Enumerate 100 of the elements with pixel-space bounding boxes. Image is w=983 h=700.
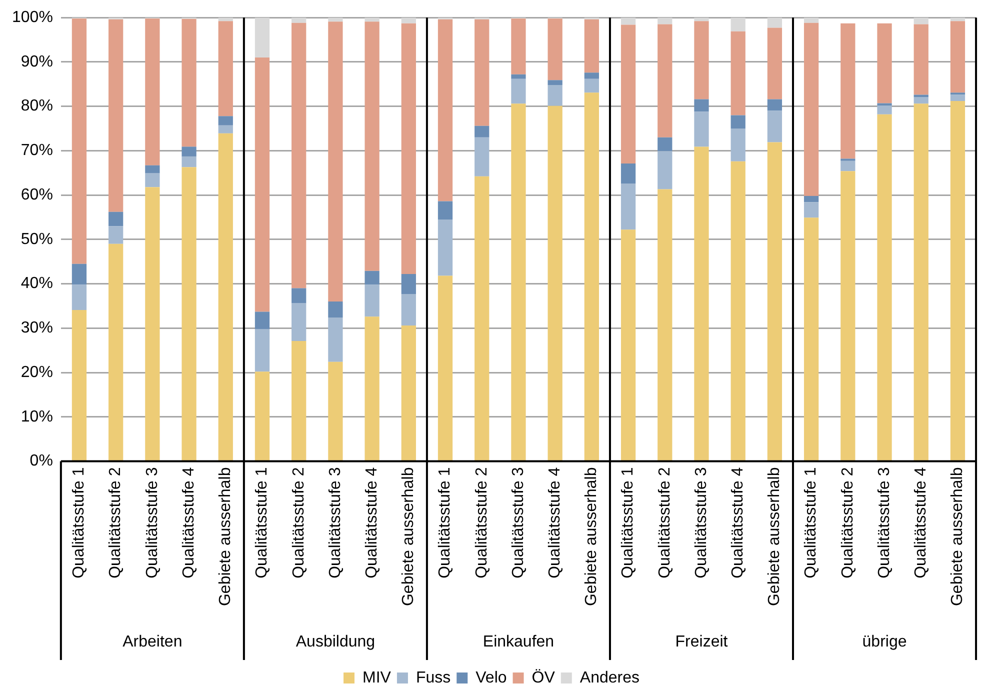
legend-label: MIV xyxy=(362,669,392,686)
bar xyxy=(145,165,160,174)
x-tick-label: Qualitätsstufe 4 xyxy=(912,467,930,578)
bar xyxy=(658,151,672,190)
legend-label: Anderes xyxy=(580,669,640,686)
bar xyxy=(254,58,270,312)
bar xyxy=(658,18,672,24)
x-tick-label: Qualitätsstufe 2 xyxy=(290,467,308,578)
bar xyxy=(548,106,562,460)
bar xyxy=(72,264,87,285)
bar xyxy=(840,160,856,172)
bar xyxy=(804,22,819,196)
bar xyxy=(108,226,124,244)
bar xyxy=(658,24,672,138)
bar xyxy=(108,244,124,460)
x-tick-label: Qualitätsstufe 3 xyxy=(144,467,161,578)
y-tick-label: 50% xyxy=(20,230,53,248)
bar xyxy=(438,219,453,276)
bar xyxy=(694,112,709,147)
bar xyxy=(328,22,343,302)
bar xyxy=(182,156,196,168)
bar xyxy=(401,274,416,294)
bar xyxy=(182,18,196,147)
x-tick-label: Qualitätsstufe 2 xyxy=(656,467,674,578)
x-tick-label: Gebiete ausserhalb xyxy=(583,467,600,606)
x-tick-label: Qualitätsstufe 4 xyxy=(180,467,198,578)
bar xyxy=(218,133,233,460)
bar xyxy=(401,23,416,274)
bar xyxy=(914,18,928,24)
x-tick-label: Qualitätsstufe 3 xyxy=(692,467,710,578)
bar xyxy=(511,74,526,79)
bar xyxy=(694,21,709,100)
bar xyxy=(511,104,526,460)
bar xyxy=(328,18,343,22)
y-tick-label: 20% xyxy=(20,364,53,381)
bar xyxy=(950,101,966,460)
x-tick-label: Gebiete ausserhalb xyxy=(400,467,418,606)
y-tick-label: 80% xyxy=(20,98,53,115)
bar xyxy=(254,372,270,460)
x-tick-label: Qualitätsstufe 1 xyxy=(620,467,637,578)
bar xyxy=(730,128,746,162)
bar xyxy=(767,99,782,111)
bar xyxy=(474,137,490,176)
bar xyxy=(804,218,819,460)
bar xyxy=(401,294,416,326)
bar xyxy=(328,318,343,362)
bar xyxy=(877,114,892,460)
bar xyxy=(730,31,746,116)
bar xyxy=(877,23,892,104)
y-tick-label: 70% xyxy=(20,142,53,160)
bar xyxy=(292,288,306,304)
bar xyxy=(292,341,306,460)
bar xyxy=(730,18,746,32)
bar xyxy=(548,18,562,80)
x-tick-label: Gebiete ausserhalb xyxy=(766,467,784,606)
x-tick-label: Qualitätsstufe 1 xyxy=(436,467,454,578)
bar xyxy=(620,184,636,230)
legend-label: Velo xyxy=(476,669,507,686)
legend-label: ÖV xyxy=(532,668,556,686)
bar xyxy=(292,18,306,23)
x-tick-label: Qualitätsstufe 3 xyxy=(326,467,344,578)
bar xyxy=(620,18,636,25)
bar xyxy=(658,137,672,152)
bar xyxy=(108,212,124,226)
bar xyxy=(767,28,782,100)
bar xyxy=(72,284,87,310)
bar xyxy=(401,18,416,24)
text: Arbeiten xyxy=(122,633,182,650)
x-tick-label: Qualitätsstufe 2 xyxy=(107,467,124,578)
bar xyxy=(584,78,599,93)
bar xyxy=(914,104,928,460)
y-tick-label: 10% xyxy=(20,408,53,426)
text: Einkaufen xyxy=(482,633,554,650)
bar xyxy=(767,142,782,460)
bar xyxy=(364,284,380,317)
bar xyxy=(474,176,490,460)
bar xyxy=(328,302,343,318)
bar xyxy=(584,92,599,460)
bar xyxy=(511,78,526,104)
bar xyxy=(730,115,746,129)
bar xyxy=(840,171,856,460)
bar xyxy=(767,110,782,142)
bar xyxy=(694,146,709,460)
bar xyxy=(254,18,270,58)
bar xyxy=(108,19,124,212)
bar xyxy=(840,23,856,159)
bar xyxy=(877,105,892,114)
x-tick-label: Qualitätsstufe 1 xyxy=(70,467,88,578)
bar xyxy=(694,99,709,112)
bar xyxy=(804,18,819,23)
bar xyxy=(72,310,87,460)
text: übrige xyxy=(862,633,907,650)
y-tick-label: 0% xyxy=(30,452,53,470)
bar xyxy=(145,173,160,188)
x-tick-label: Qualitätsstufe 3 xyxy=(510,467,527,578)
y-tick-label: 90% xyxy=(20,53,53,70)
bar xyxy=(474,19,490,126)
y-tick-label: 100% xyxy=(12,9,53,26)
bar xyxy=(145,187,160,460)
bar xyxy=(474,126,490,138)
